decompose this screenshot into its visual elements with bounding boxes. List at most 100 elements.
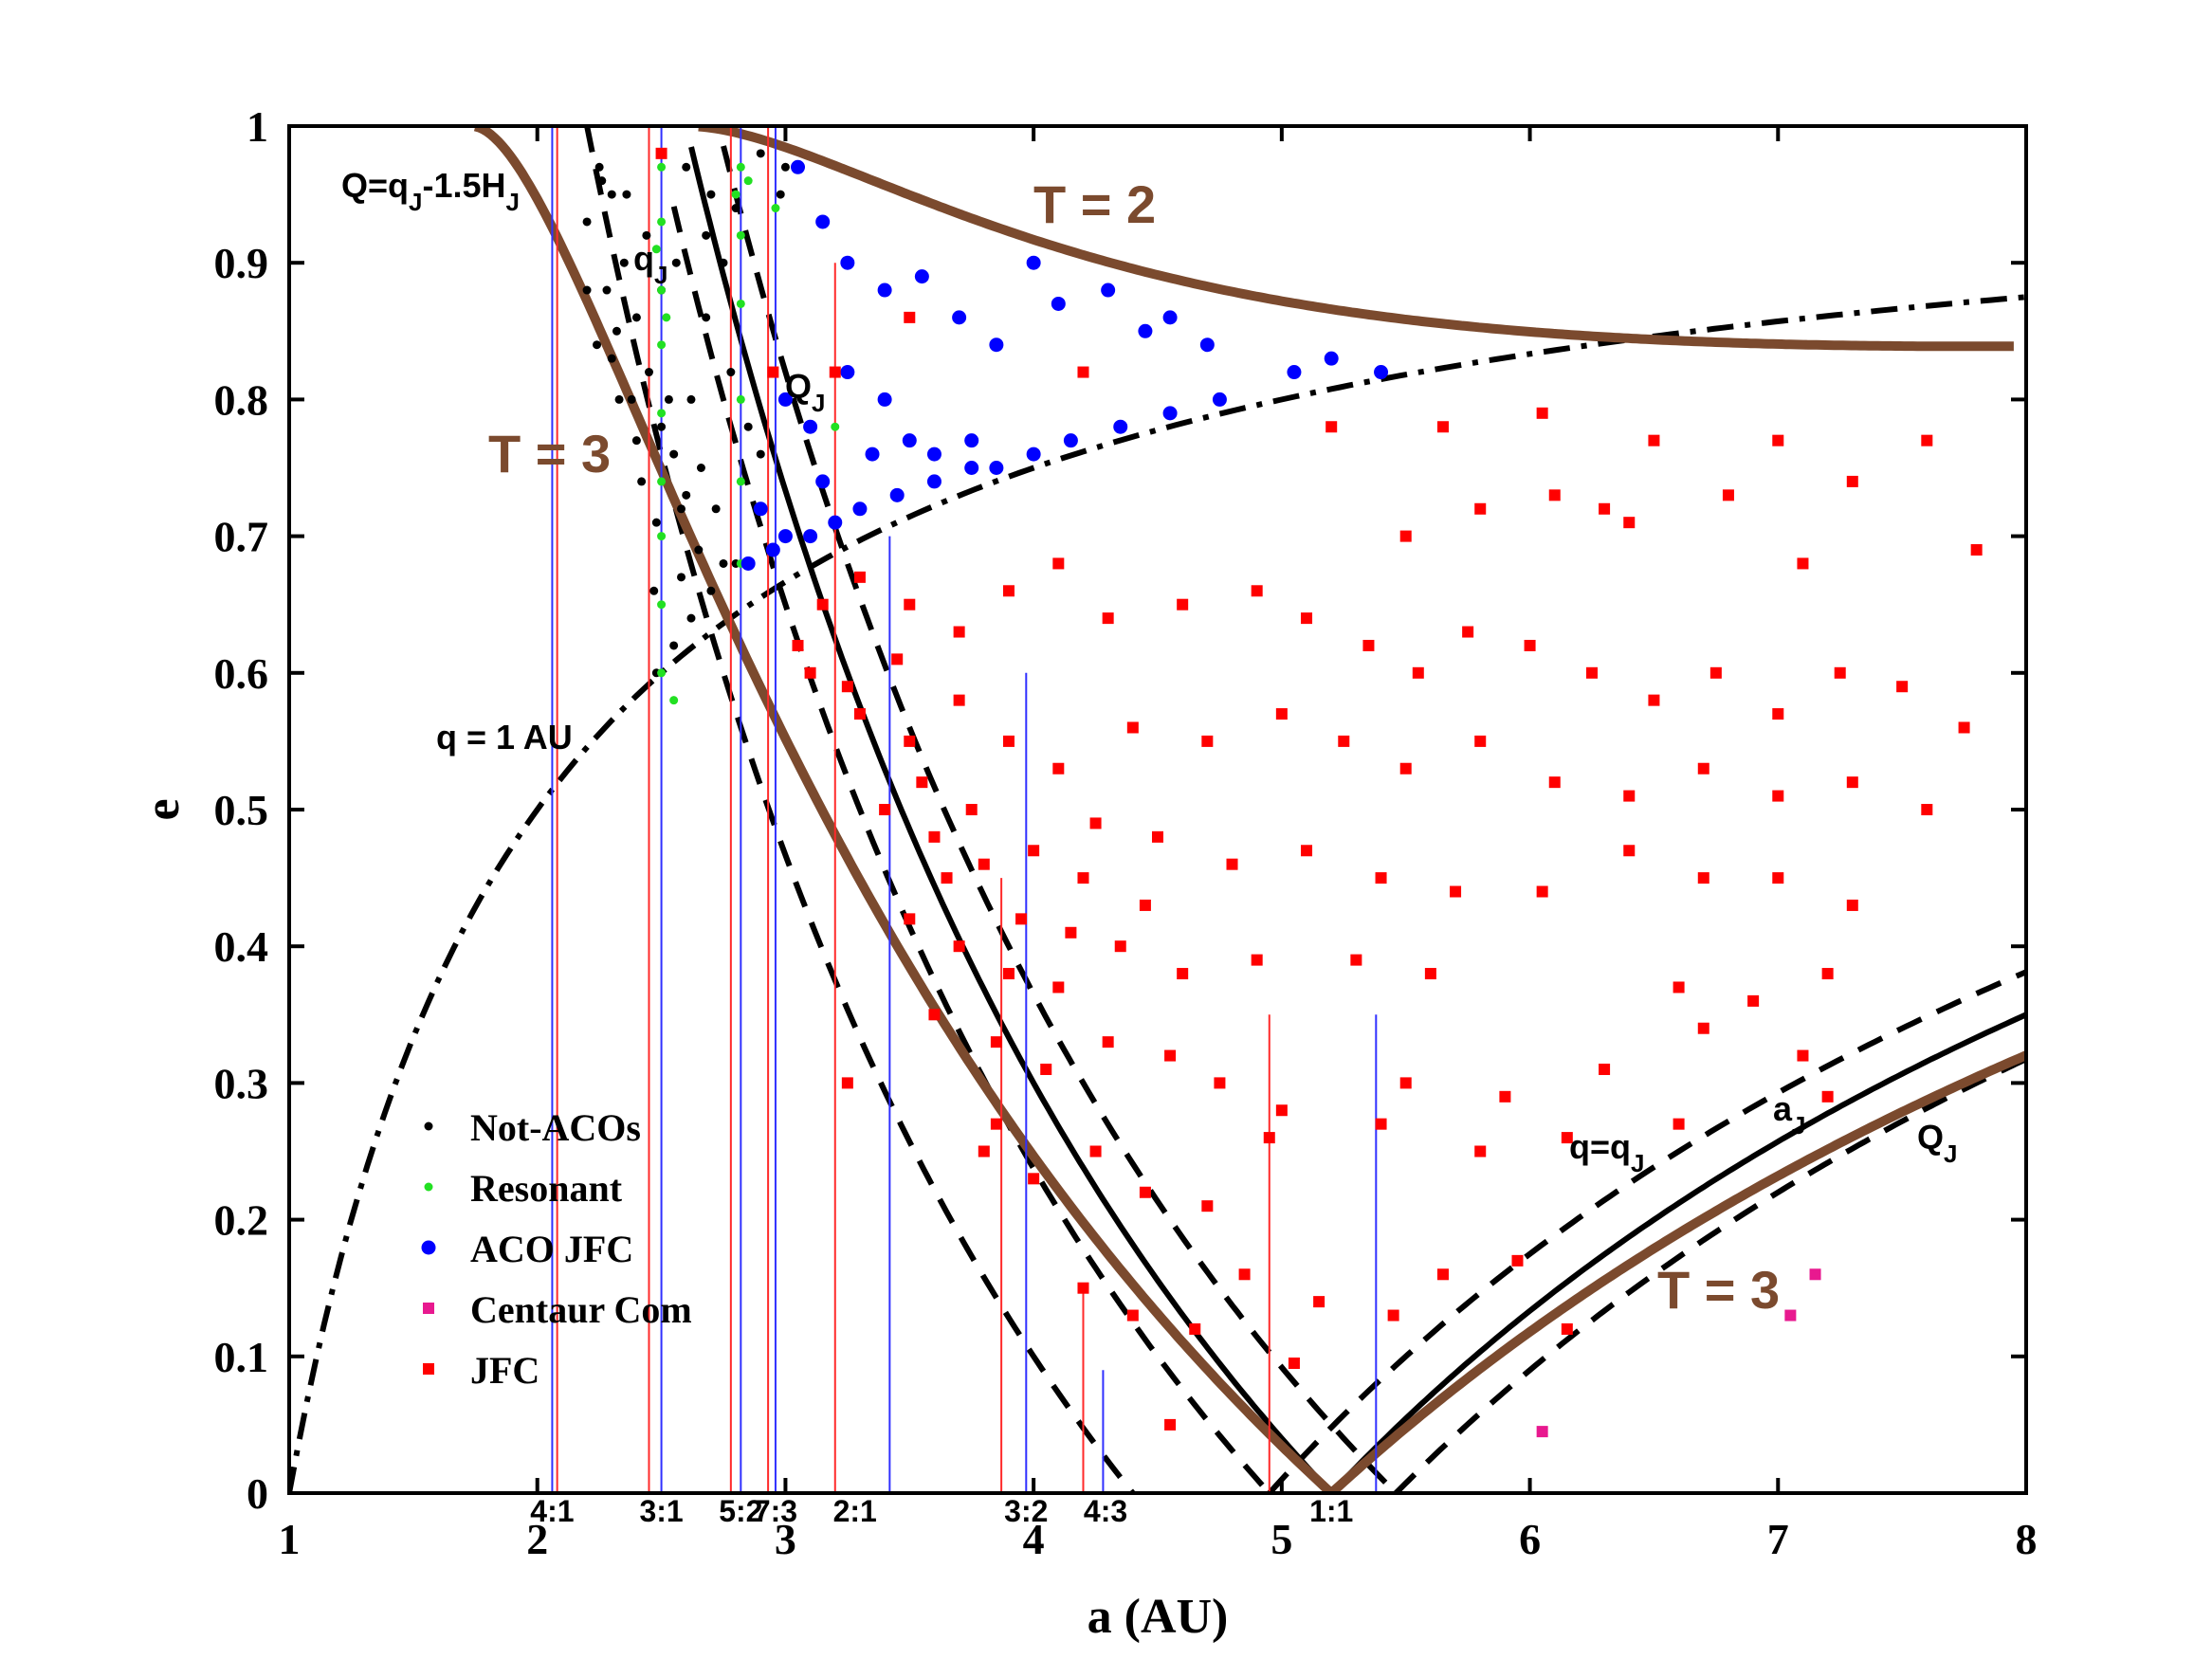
not-aco-point	[731, 204, 740, 213]
not-aco-point	[706, 190, 716, 199]
jfc-point	[1474, 502, 1487, 515]
q-qJ-curve	[1267, 969, 2026, 1493]
aco-jfc-point	[1138, 323, 1153, 338]
jfc-point	[1648, 434, 1660, 447]
not-aco-point	[597, 176, 607, 186]
not-aco-point	[607, 190, 616, 199]
not-aco-point	[637, 477, 647, 486]
jfc-point	[1697, 762, 1709, 775]
jfc-point	[1177, 968, 1189, 980]
y-tick-label: 0.1	[214, 1333, 269, 1381]
annotation-q-qJ: q=qJ	[1569, 1127, 1644, 1177]
jfc-point	[1275, 708, 1288, 720]
jfc-point	[953, 940, 965, 953]
resonant-point	[736, 162, 745, 172]
centaur-point	[1784, 1309, 1797, 1322]
aco-jfc-point	[840, 365, 855, 380]
aco-jfc-point	[765, 542, 780, 557]
y-tick-label: 0.7	[214, 513, 269, 561]
resonance-label: 2:1	[833, 1494, 877, 1528]
jfc-point	[1238, 1268, 1251, 1281]
jfc-point	[1288, 1358, 1300, 1370]
tisserand-T3-curve	[473, 126, 2026, 1493]
jfc-point	[1201, 735, 1214, 747]
jfc-point	[904, 311, 916, 323]
jfc-point	[1226, 858, 1238, 870]
aco-jfc-point	[989, 461, 1004, 475]
legend-marker	[423, 1363, 434, 1375]
y-tick-label: 0.2	[214, 1196, 269, 1245]
not-aco-point	[619, 258, 629, 267]
jfc-point	[1089, 817, 1102, 830]
jfc-point	[1623, 517, 1636, 529]
not-aco-point	[631, 313, 641, 322]
tisserand-T3-label-left: T = 3	[488, 424, 611, 483]
jfc-point	[1921, 804, 1933, 815]
jfc-point	[1015, 913, 1028, 925]
resonant-point	[657, 162, 667, 172]
jfc-point	[1524, 639, 1536, 651]
x-axis-title: a (AU)	[1088, 1590, 1229, 1644]
jfc-point	[1002, 968, 1015, 980]
jfc-point	[1301, 845, 1313, 857]
aco-jfc-point	[926, 447, 941, 462]
jfc-point	[1362, 639, 1375, 651]
not-aco-point	[593, 340, 602, 350]
jfc-point	[1846, 776, 1858, 789]
legend-marker	[424, 1182, 433, 1192]
legend-label: Resonant	[470, 1167, 623, 1210]
jfc-point	[1474, 735, 1487, 747]
jfc-point	[1511, 1254, 1524, 1267]
jfc-point	[1052, 557, 1065, 570]
aco-jfc-point	[1162, 310, 1178, 325]
jfc-point	[904, 598, 916, 611]
jfc-point	[1970, 544, 1983, 556]
aco-jfc-point	[1113, 419, 1128, 434]
resonant-point	[731, 190, 740, 199]
not-aco-point	[706, 586, 716, 595]
jfc-point	[1102, 612, 1114, 625]
aco-jfc-point	[1051, 296, 1066, 311]
not-aco-point	[669, 449, 679, 459]
jfc-point	[804, 666, 816, 679]
annotation-aJ: aJ	[1773, 1089, 1806, 1139]
annotation-Q-qJ-1.5H: Q=qJ-1.5HJ	[341, 166, 520, 216]
legend-marker	[421, 1240, 436, 1255]
jfc-point	[841, 1077, 853, 1089]
jfc-point	[1623, 845, 1636, 857]
y-tick-label: 1	[247, 102, 268, 151]
jfc-point	[1126, 1309, 1139, 1322]
y-tick-label: 0.9	[214, 239, 269, 287]
jfc-point	[1474, 1145, 1487, 1158]
not-aco-point	[756, 449, 765, 459]
q-qJ-left-curve	[670, 206, 1272, 1493]
legend-label: ACO JFC	[470, 1228, 633, 1270]
jfc-point	[853, 708, 866, 720]
jfc-point	[928, 1009, 941, 1021]
not-aco-point	[582, 285, 592, 295]
jfc-point	[1797, 557, 1809, 570]
aco-jfc-point	[753, 501, 768, 517]
aco-jfc-point	[1287, 365, 1302, 380]
annotation-layer: 4:1 3:1 5:27:3 2:1 3:2 4:3 1:1 Q=qJ-1.5HJ q = 1 …	[341, 166, 1957, 1528]
aJ-right-curve	[1329, 1012, 2026, 1493]
jfc-point	[904, 913, 916, 925]
QJ-right-curve	[1394, 1056, 2026, 1493]
x-tick-label: 5	[1271, 1515, 1292, 1563]
jfc-point	[1772, 434, 1784, 447]
jfc-point	[1709, 666, 1722, 679]
resonant-point	[771, 204, 780, 213]
not-aco-point	[642, 230, 651, 240]
jfc-point	[1722, 489, 1734, 501]
jfc-point	[941, 872, 953, 884]
aco-jfc-point	[840, 255, 855, 270]
resonant-point	[657, 409, 667, 418]
resonant-point	[657, 217, 667, 227]
jfc-point	[1821, 968, 1834, 980]
jfc-point	[1077, 1282, 1089, 1294]
aco-jfc-point	[803, 419, 818, 434]
jfc-point	[965, 804, 978, 815]
not-aco-point	[719, 258, 728, 267]
aco-jfc-point	[877, 283, 892, 298]
